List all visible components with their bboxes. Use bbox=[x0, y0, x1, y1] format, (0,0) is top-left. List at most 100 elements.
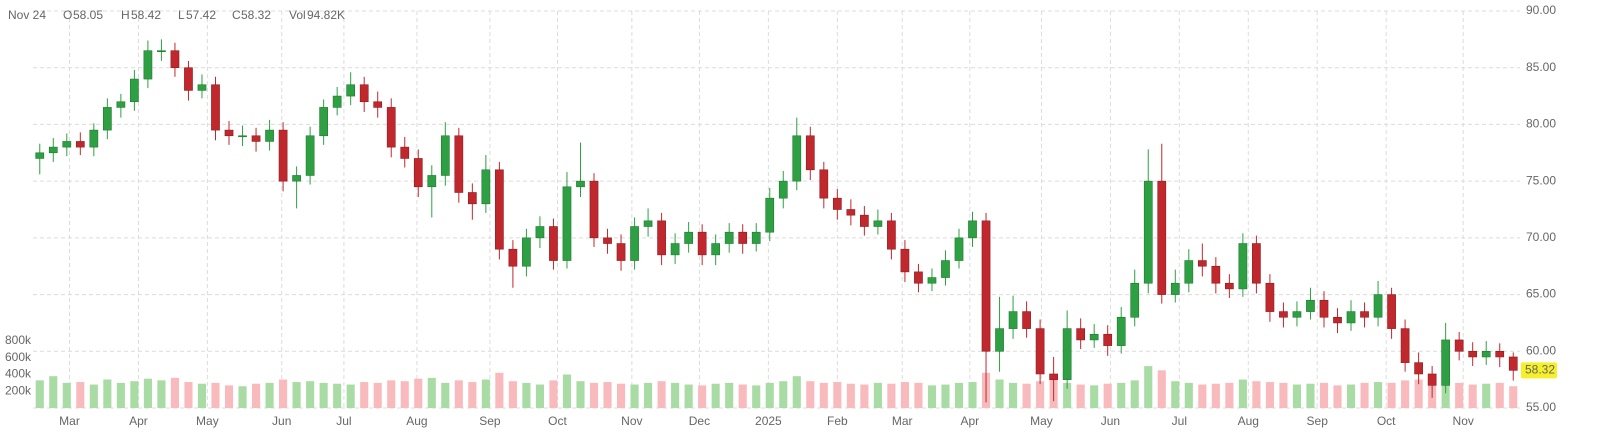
header-label: L bbox=[178, 8, 185, 22]
volume-bar bbox=[549, 380, 558, 408]
candle-body bbox=[1225, 282, 1234, 290]
candle-body bbox=[549, 226, 558, 261]
volume-bar bbox=[792, 376, 801, 408]
candle-body bbox=[170, 50, 180, 69]
header-date: Nov 24 bbox=[8, 8, 46, 22]
header-value: 58.42 bbox=[131, 8, 161, 22]
y-tick-label: 85.00 bbox=[1526, 60, 1556, 74]
x-tick-label: Sep bbox=[479, 414, 501, 428]
candle-body bbox=[35, 152, 45, 159]
candle-body bbox=[1495, 350, 1505, 358]
candle-body bbox=[1184, 260, 1194, 284]
candle-body bbox=[1360, 311, 1369, 318]
volume-bar bbox=[1144, 366, 1153, 408]
volume-bar bbox=[1090, 385, 1099, 408]
x-tick-label: Dec bbox=[689, 414, 710, 428]
volume-bar bbox=[671, 382, 680, 408]
volume-bar bbox=[130, 381, 139, 408]
candle-body bbox=[224, 129, 234, 137]
volume-bar bbox=[1076, 384, 1085, 408]
volume-bar bbox=[1117, 382, 1126, 408]
candle-body bbox=[792, 135, 802, 182]
x-tick-label: Apr bbox=[960, 414, 979, 428]
x-tick-label: Aug bbox=[1238, 414, 1259, 428]
volume-bar bbox=[1333, 385, 1342, 408]
volume-bar bbox=[1441, 381, 1450, 408]
volume-bar bbox=[562, 374, 572, 408]
candle-body bbox=[630, 226, 639, 261]
volume-bar bbox=[157, 380, 166, 408]
candle-body bbox=[616, 243, 626, 261]
candle-body bbox=[305, 135, 315, 176]
candle-body bbox=[765, 197, 775, 233]
volume-bar bbox=[576, 381, 585, 408]
candle-body bbox=[1306, 299, 1315, 312]
candle-body bbox=[440, 135, 450, 176]
candle-body bbox=[454, 135, 464, 193]
volume-bar bbox=[684, 384, 693, 408]
candle-body bbox=[1387, 294, 1396, 329]
volume-bar bbox=[306, 381, 315, 408]
x-tick-label: Jun bbox=[272, 414, 291, 428]
candle-body bbox=[954, 237, 964, 261]
volume-bar bbox=[238, 386, 247, 408]
candle-body bbox=[778, 180, 788, 199]
volume-bar bbox=[1157, 370, 1166, 408]
volume-bar bbox=[360, 382, 369, 408]
last-price-label: 58.32 bbox=[1525, 363, 1555, 377]
x-tick-label: May bbox=[1030, 414, 1053, 428]
volume-bar bbox=[170, 377, 179, 408]
volume-bar bbox=[806, 381, 815, 408]
volume-bar bbox=[846, 383, 855, 408]
candle-body bbox=[1022, 311, 1031, 329]
header-value: 94.82K bbox=[307, 8, 345, 22]
candle-body bbox=[914, 271, 923, 284]
header-label: Vol bbox=[289, 8, 306, 22]
x-tick-label: Sep bbox=[1307, 414, 1329, 428]
volume-bar bbox=[211, 382, 220, 408]
volume-bar bbox=[1319, 382, 1329, 408]
x-tick-label: Oct bbox=[548, 414, 567, 428]
header-value: 58.05 bbox=[73, 8, 103, 22]
volume-bar bbox=[738, 384, 747, 408]
volume-bar bbox=[657, 381, 666, 408]
candle-body bbox=[1089, 333, 1099, 341]
candle-body bbox=[427, 175, 437, 188]
candle-body bbox=[711, 243, 721, 256]
volume-bar bbox=[400, 381, 409, 408]
volume-bar bbox=[1374, 382, 1383, 408]
volume-bar bbox=[954, 382, 964, 408]
x-tick-label: 2025 bbox=[755, 414, 782, 428]
candle-body bbox=[62, 141, 72, 148]
volume-bar bbox=[116, 382, 125, 408]
candle-body bbox=[1265, 282, 1275, 312]
candle-body bbox=[238, 135, 247, 138]
candle-body bbox=[670, 243, 680, 256]
candle-body bbox=[995, 328, 1004, 352]
candle-body bbox=[1333, 316, 1342, 324]
x-tick-label: Jul bbox=[1172, 414, 1187, 428]
volume-bar bbox=[1387, 382, 1396, 408]
candle-body bbox=[495, 169, 504, 250]
candle-body bbox=[1400, 328, 1410, 363]
y-tick-label: 65.00 bbox=[1526, 287, 1556, 301]
candle-body bbox=[1468, 350, 1478, 358]
x-tick-label: Feb bbox=[827, 414, 848, 428]
candle-body bbox=[751, 231, 761, 244]
candle-body bbox=[1116, 316, 1126, 346]
candle-body bbox=[927, 277, 937, 284]
y-tick-label: 90.00 bbox=[1526, 3, 1556, 17]
volume-bar bbox=[333, 383, 342, 408]
y-tick-label: 55.00 bbox=[1526, 400, 1556, 414]
volume-bar bbox=[1252, 381, 1261, 408]
candle-body bbox=[508, 248, 518, 267]
volume-bar bbox=[698, 385, 707, 408]
volume-bar bbox=[1225, 382, 1234, 408]
candle-body bbox=[589, 180, 599, 239]
volume-bar bbox=[1509, 386, 1518, 408]
candle-body bbox=[292, 175, 301, 182]
x-tick-label: Jul bbox=[336, 414, 351, 428]
candle-body bbox=[657, 220, 666, 256]
volume-bar bbox=[535, 384, 544, 408]
volume-bar bbox=[995, 379, 1004, 408]
